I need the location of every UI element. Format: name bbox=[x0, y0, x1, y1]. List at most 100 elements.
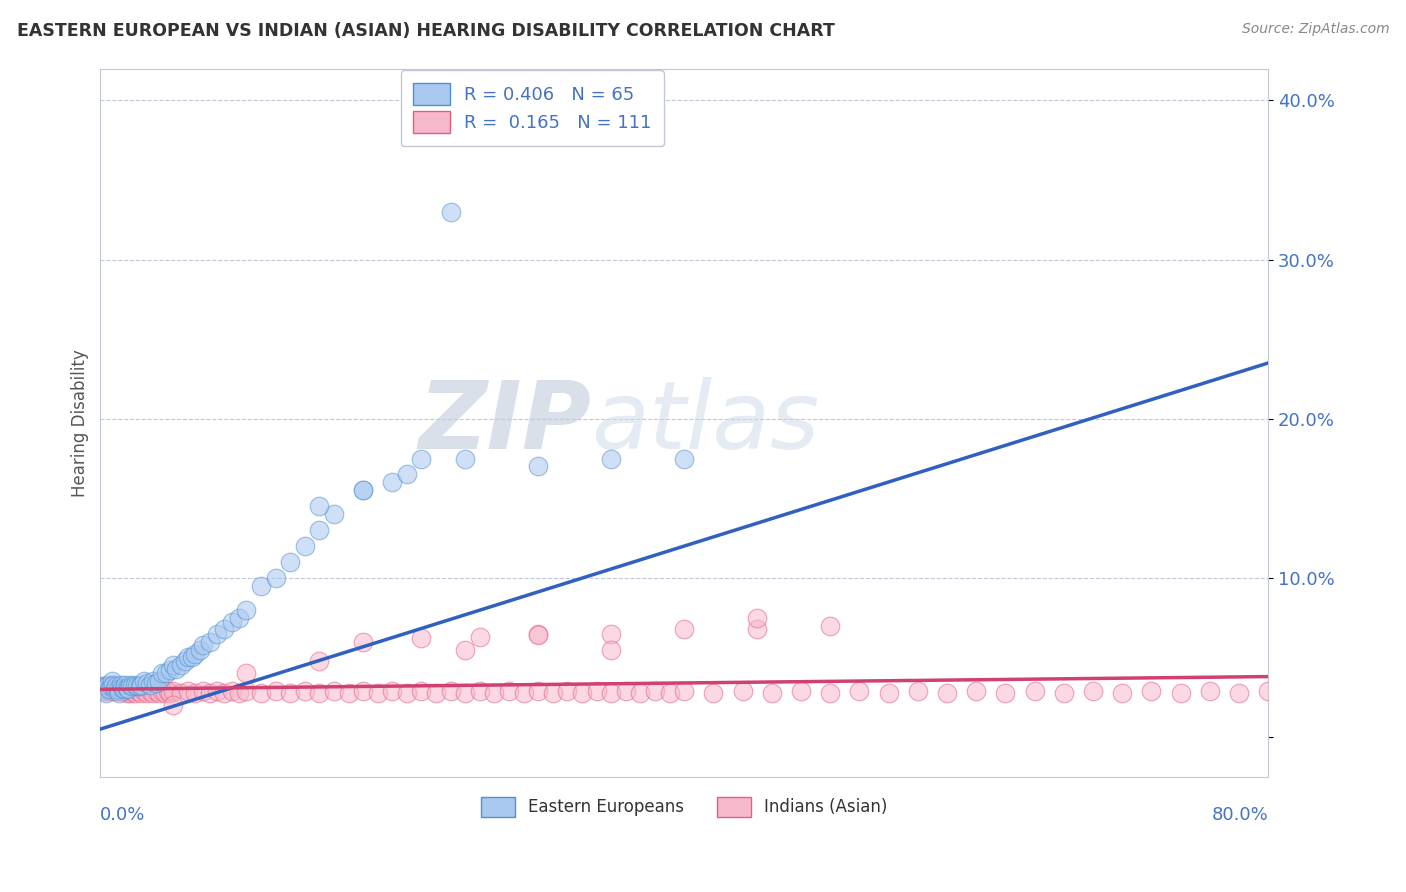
Point bbox=[337, 685, 360, 699]
Point bbox=[936, 685, 959, 699]
Point bbox=[600, 626, 623, 640]
Point bbox=[411, 451, 433, 466]
Point bbox=[1140, 684, 1163, 698]
Point bbox=[162, 658, 184, 673]
Point bbox=[153, 685, 176, 699]
Point bbox=[411, 684, 433, 698]
Point bbox=[425, 685, 447, 699]
Point bbox=[191, 638, 214, 652]
Point bbox=[790, 684, 813, 698]
Point bbox=[367, 685, 389, 699]
Point bbox=[308, 523, 330, 537]
Point bbox=[600, 451, 623, 466]
Point bbox=[115, 681, 138, 695]
Point bbox=[322, 507, 344, 521]
Point bbox=[352, 634, 374, 648]
Point bbox=[454, 642, 477, 657]
Point bbox=[484, 685, 506, 699]
Point bbox=[169, 658, 191, 673]
Point bbox=[97, 677, 120, 691]
Point bbox=[184, 685, 207, 699]
Point bbox=[264, 684, 287, 698]
Point bbox=[198, 634, 221, 648]
Point bbox=[188, 642, 211, 657]
Point bbox=[630, 685, 652, 699]
Point bbox=[91, 681, 114, 695]
Point bbox=[159, 663, 181, 677]
Point bbox=[600, 642, 623, 657]
Point bbox=[162, 698, 184, 713]
Point bbox=[108, 685, 131, 699]
Point bbox=[228, 610, 250, 624]
Point bbox=[308, 685, 330, 699]
Point bbox=[585, 684, 607, 698]
Point bbox=[214, 622, 236, 636]
Point bbox=[100, 682, 122, 697]
Point bbox=[98, 684, 121, 698]
Point bbox=[105, 679, 128, 693]
Point bbox=[235, 603, 257, 617]
Text: 80.0%: 80.0% bbox=[1212, 805, 1268, 823]
Text: ZIP: ZIP bbox=[418, 376, 591, 468]
Point bbox=[162, 684, 184, 698]
Point bbox=[352, 684, 374, 698]
Point bbox=[1198, 684, 1220, 698]
Point bbox=[108, 684, 131, 698]
Point bbox=[527, 459, 550, 474]
Point bbox=[673, 622, 696, 636]
Point bbox=[440, 684, 463, 698]
Point bbox=[250, 579, 273, 593]
Point bbox=[818, 685, 841, 699]
Point bbox=[1053, 685, 1076, 699]
Point bbox=[89, 682, 111, 697]
Point bbox=[174, 654, 197, 668]
Point bbox=[994, 685, 1017, 699]
Point bbox=[91, 682, 114, 697]
Point bbox=[129, 677, 152, 691]
Point bbox=[90, 679, 112, 693]
Point bbox=[114, 684, 136, 698]
Point bbox=[228, 685, 250, 699]
Point bbox=[395, 685, 418, 699]
Point bbox=[110, 682, 132, 697]
Point bbox=[468, 630, 491, 644]
Point bbox=[965, 684, 987, 698]
Point bbox=[177, 684, 200, 698]
Point bbox=[644, 684, 666, 698]
Point bbox=[114, 677, 136, 691]
Point bbox=[148, 685, 170, 699]
Point bbox=[907, 684, 929, 698]
Point bbox=[139, 684, 162, 698]
Point bbox=[103, 684, 125, 698]
Point bbox=[134, 674, 156, 689]
Point bbox=[702, 685, 724, 699]
Point bbox=[278, 685, 301, 699]
Point bbox=[177, 650, 200, 665]
Point bbox=[134, 684, 156, 698]
Point bbox=[214, 685, 236, 699]
Point bbox=[557, 684, 579, 698]
Point bbox=[527, 684, 550, 698]
Point bbox=[100, 679, 122, 693]
Point bbox=[322, 684, 344, 698]
Point bbox=[129, 685, 152, 699]
Point bbox=[117, 684, 139, 698]
Point bbox=[381, 684, 404, 698]
Point bbox=[111, 684, 134, 698]
Point bbox=[136, 685, 159, 699]
Point bbox=[165, 662, 187, 676]
Point bbox=[818, 618, 841, 632]
Point bbox=[440, 204, 463, 219]
Point bbox=[381, 475, 404, 490]
Point bbox=[104, 682, 127, 697]
Point bbox=[673, 451, 696, 466]
Point bbox=[145, 676, 167, 690]
Point bbox=[352, 483, 374, 498]
Point bbox=[127, 684, 149, 698]
Point bbox=[221, 684, 243, 698]
Point bbox=[118, 685, 141, 699]
Point bbox=[541, 685, 564, 699]
Point bbox=[1081, 684, 1104, 698]
Point bbox=[250, 685, 273, 699]
Point bbox=[352, 483, 374, 498]
